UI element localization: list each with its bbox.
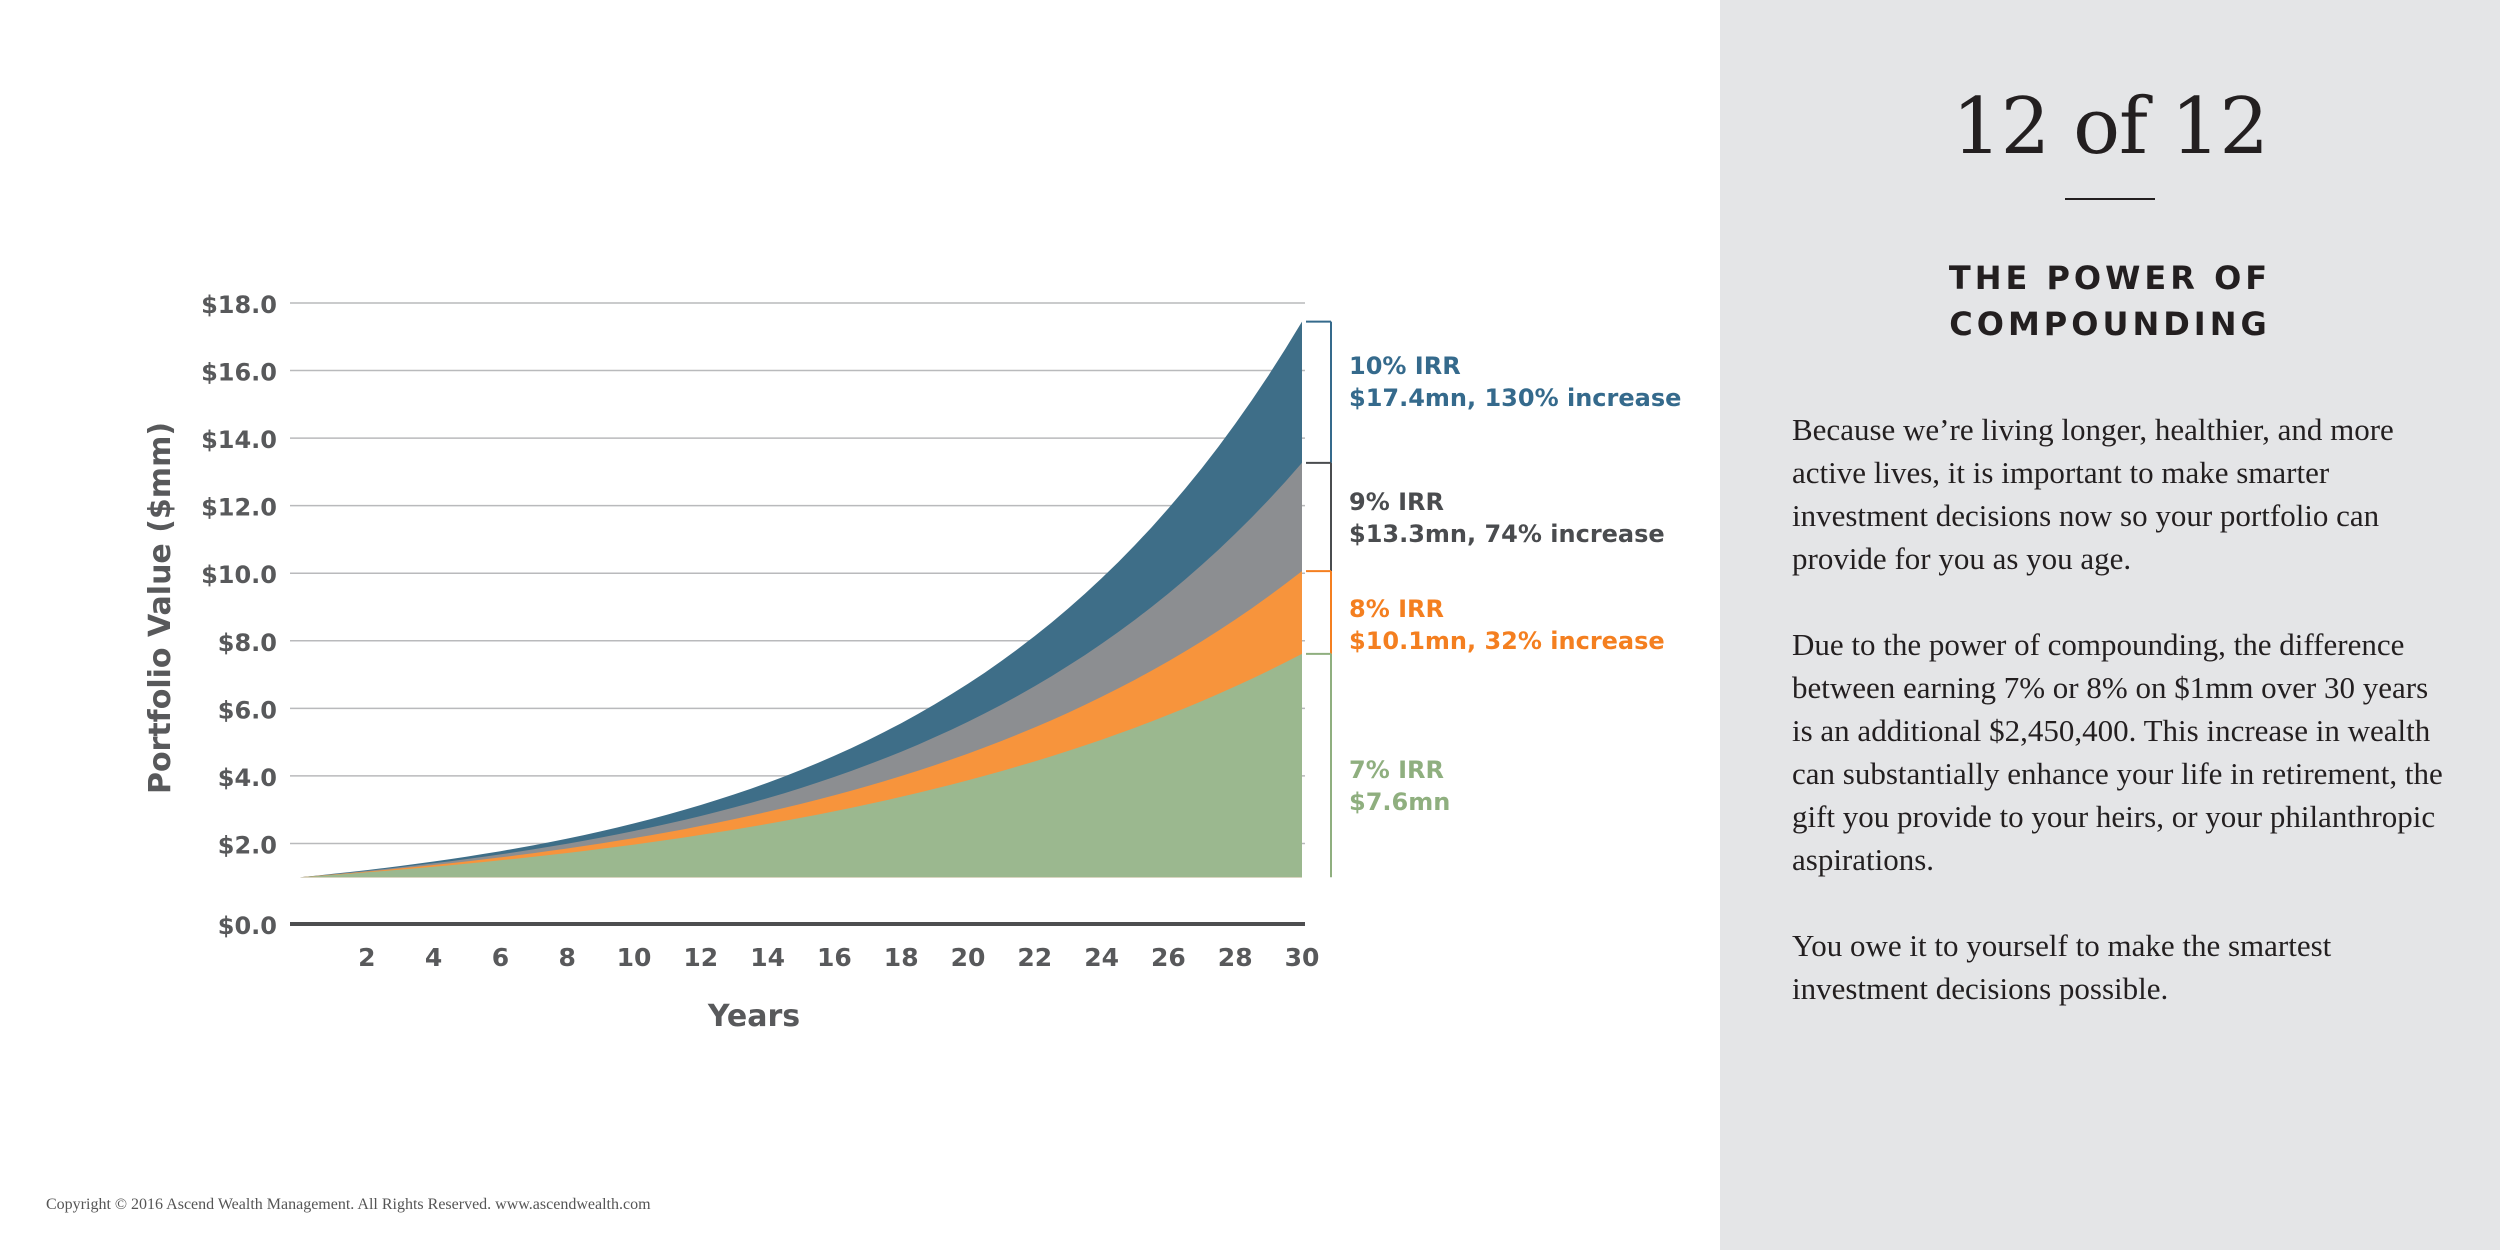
gridlines	[290, 302, 1305, 845]
series-label-irr9: 9% IRR	[1349, 488, 1444, 516]
area-series	[300, 321, 1302, 878]
paragraph-3: You owe it to yourself to make the smart…	[1792, 928, 2332, 1006]
x-tick-label: 22	[1017, 943, 1052, 972]
series-value-irr8: $10.1mn, 32% increase	[1349, 627, 1665, 655]
copyright-notice: Copyright © 2016 Ascend Wealth Managemen…	[46, 1196, 651, 1213]
x-tick-label: 30	[1285, 943, 1320, 972]
area-irr7	[300, 653, 1302, 878]
panel-body: Because we’re living longer, healthier, …	[1792, 408, 2452, 1053]
x-tick-label: 20	[951, 943, 986, 972]
x-tick-label: 6	[492, 943, 509, 972]
axes: Years Portfolio Value ($mm) $0.0 $2.0 $4.0…	[143, 291, 1319, 1034]
series-label-irr8: 8% IRR	[1349, 595, 1444, 623]
y-tick-label: $8.0	[218, 629, 277, 657]
side-panel: 12 of 12 THE POWER OF COMPOUNDING Becaus…	[1720, 0, 2500, 1250]
x-tick-label: 4	[425, 943, 442, 972]
x-tick-label: 26	[1151, 943, 1186, 972]
x-tick-label: 14	[750, 943, 785, 972]
series-labels: 10% IRR $17.4mn, 130% increase 9% IRR $13.3…	[1349, 352, 1681, 816]
x-tick-label: 12	[683, 943, 718, 972]
x-tick-label: 24	[1084, 943, 1119, 972]
y-tick-label: $18.0	[201, 291, 277, 319]
series-label-irr10: 10% IRR	[1349, 352, 1461, 380]
series-value-irr9: $13.3mn, 74% increase	[1349, 520, 1665, 548]
x-tick-label: 2	[358, 943, 375, 972]
y-tick-label: $6.0	[218, 696, 277, 724]
y-tick-label: $16.0	[201, 359, 277, 387]
panel-heading-line-1: THE POWER OF	[1948, 259, 2272, 297]
panel-heading-line-2: COMPOUNDING	[1949, 305, 2271, 343]
x-tick-label: 18	[884, 943, 919, 972]
paragraph-2: Due to the power of compounding, the dif…	[1792, 627, 2443, 877]
x-axis-title: Years	[707, 999, 800, 1034]
title-divider	[2065, 198, 2155, 200]
slide-counter: 12 of 12	[1952, 82, 2269, 172]
y-tick-label: $10.0	[201, 561, 277, 589]
y-axis-title: Portfolio Value ($mm)	[143, 422, 178, 794]
x-tick-label: 28	[1218, 943, 1253, 972]
series-value-irr7: $7.6mn	[1349, 788, 1450, 816]
y-tick-label: $4.0	[218, 764, 277, 792]
panel-heading: THE POWER OF COMPOUNDING	[1720, 255, 2500, 347]
series-value-irr10: $17.4mn, 130% increase	[1349, 384, 1681, 412]
compounding-area-chart: Years Portfolio Value ($mm) $0.0 $2.0 $4.0…	[143, 291, 1681, 1034]
x-tick-label: 10	[617, 943, 652, 972]
y-tick-label: $12.0	[201, 494, 277, 522]
x-tick-label: 16	[817, 943, 852, 972]
y-tick-label: $2.0	[218, 831, 277, 859]
y-tick-label: $0.0	[218, 912, 277, 940]
y-tick-label: $14.0	[201, 426, 277, 454]
series-label-irr7: 7% IRR	[1349, 756, 1444, 784]
value-brackets	[1306, 320, 1332, 878]
x-tick-label: 8	[558, 943, 575, 972]
paragraph-1: Because we’re living longer, healthier, …	[1792, 412, 2394, 576]
